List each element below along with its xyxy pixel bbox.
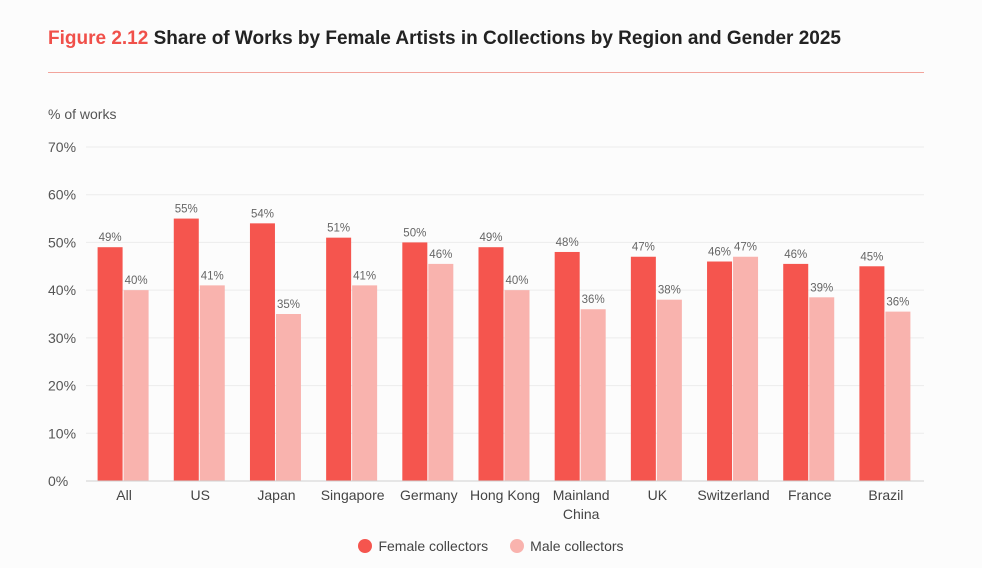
x-tick-label: France xyxy=(788,487,832,503)
bar-female xyxy=(630,256,656,481)
x-tick-label: Switzerland xyxy=(697,487,769,503)
data-label: 41% xyxy=(201,270,224,282)
data-label: 46% xyxy=(429,249,452,261)
data-label: 55% xyxy=(175,204,198,216)
data-label: 35% xyxy=(277,299,300,311)
bar-female xyxy=(859,266,885,481)
bar-male xyxy=(428,263,454,481)
legend-label-female: Female collectors xyxy=(378,538,489,554)
legend-item-male: Male collectors xyxy=(510,538,624,554)
bar-male xyxy=(809,297,835,481)
y-tick-label: 0% xyxy=(48,473,68,489)
y-tick-label: 50% xyxy=(48,234,76,250)
legend: Female collectors Male collectors xyxy=(0,538,982,554)
bar-male xyxy=(352,285,378,481)
legend-swatch-female xyxy=(358,539,373,553)
bar-male xyxy=(885,311,911,481)
bar-male xyxy=(733,256,759,481)
x-tick-label: Brazil xyxy=(868,487,903,503)
title-divider xyxy=(48,72,924,73)
y-tick-label: 40% xyxy=(48,282,76,298)
x-tick-label: US xyxy=(191,487,210,503)
data-label: 47% xyxy=(734,242,757,254)
data-label: 47% xyxy=(632,242,655,254)
legend-item-female: Female collectors xyxy=(358,538,488,554)
data-label: 39% xyxy=(810,282,833,294)
bar-female xyxy=(478,247,504,481)
title-text: Share of Works by Female Artists in Coll… xyxy=(153,28,841,49)
bar-female xyxy=(707,261,733,481)
figure-label: Figure 2.12 xyxy=(48,28,149,49)
x-tick-label: Hong Kong xyxy=(470,487,540,503)
y-tick-label: 10% xyxy=(48,425,76,441)
data-label: 40% xyxy=(125,275,148,287)
bar-male xyxy=(580,309,606,481)
bar-female xyxy=(783,263,809,481)
y-tick-label: 20% xyxy=(48,378,76,394)
data-label: 41% xyxy=(353,270,376,282)
x-tick-label: Germany xyxy=(400,487,458,503)
bar-female xyxy=(554,251,580,481)
y-tick-label: 30% xyxy=(48,330,76,346)
x-tick-label: Japan xyxy=(257,487,295,503)
bar-female xyxy=(326,237,352,481)
legend-swatch-male xyxy=(510,539,525,553)
bar-female xyxy=(97,247,123,481)
data-label: 40% xyxy=(505,275,528,287)
data-label: 46% xyxy=(784,249,807,261)
data-label: 36% xyxy=(582,294,605,306)
y-tick-label: 60% xyxy=(48,187,76,203)
data-label: 49% xyxy=(479,232,502,244)
x-tick-label: Singapore xyxy=(321,487,385,503)
y-axis-title: % of works xyxy=(48,106,116,122)
y-tick-label: 70% xyxy=(48,139,76,155)
data-label: 49% xyxy=(99,232,122,244)
legend-label-male: Male collectors xyxy=(530,538,624,554)
data-label: 51% xyxy=(327,223,350,235)
bar-chart: % of works 0% 10% 20% 30% 40% 50% 60% 70% 49% 40% A… xyxy=(48,106,924,522)
bar-male xyxy=(656,299,682,481)
bar-male xyxy=(199,285,225,481)
data-label: 50% xyxy=(403,227,426,239)
x-tick-label: All xyxy=(116,487,132,503)
data-label: 45% xyxy=(860,251,883,263)
x-tick-label: UK xyxy=(648,487,668,503)
bar-female xyxy=(402,242,428,481)
bar-female xyxy=(173,218,199,482)
x-tick-label: Mainland China xyxy=(553,487,610,522)
data-label: 46% xyxy=(708,247,731,259)
data-label: 48% xyxy=(556,237,579,249)
data-label: 36% xyxy=(886,297,909,309)
data-label: 38% xyxy=(658,285,681,297)
bar-male xyxy=(504,290,530,481)
chart-title: Figure 2.12 Share of Works by Female Art… xyxy=(48,28,841,50)
bar-male xyxy=(123,290,149,481)
bar-male xyxy=(275,314,301,481)
bar-female xyxy=(249,223,275,482)
data-label: 54% xyxy=(251,208,274,220)
